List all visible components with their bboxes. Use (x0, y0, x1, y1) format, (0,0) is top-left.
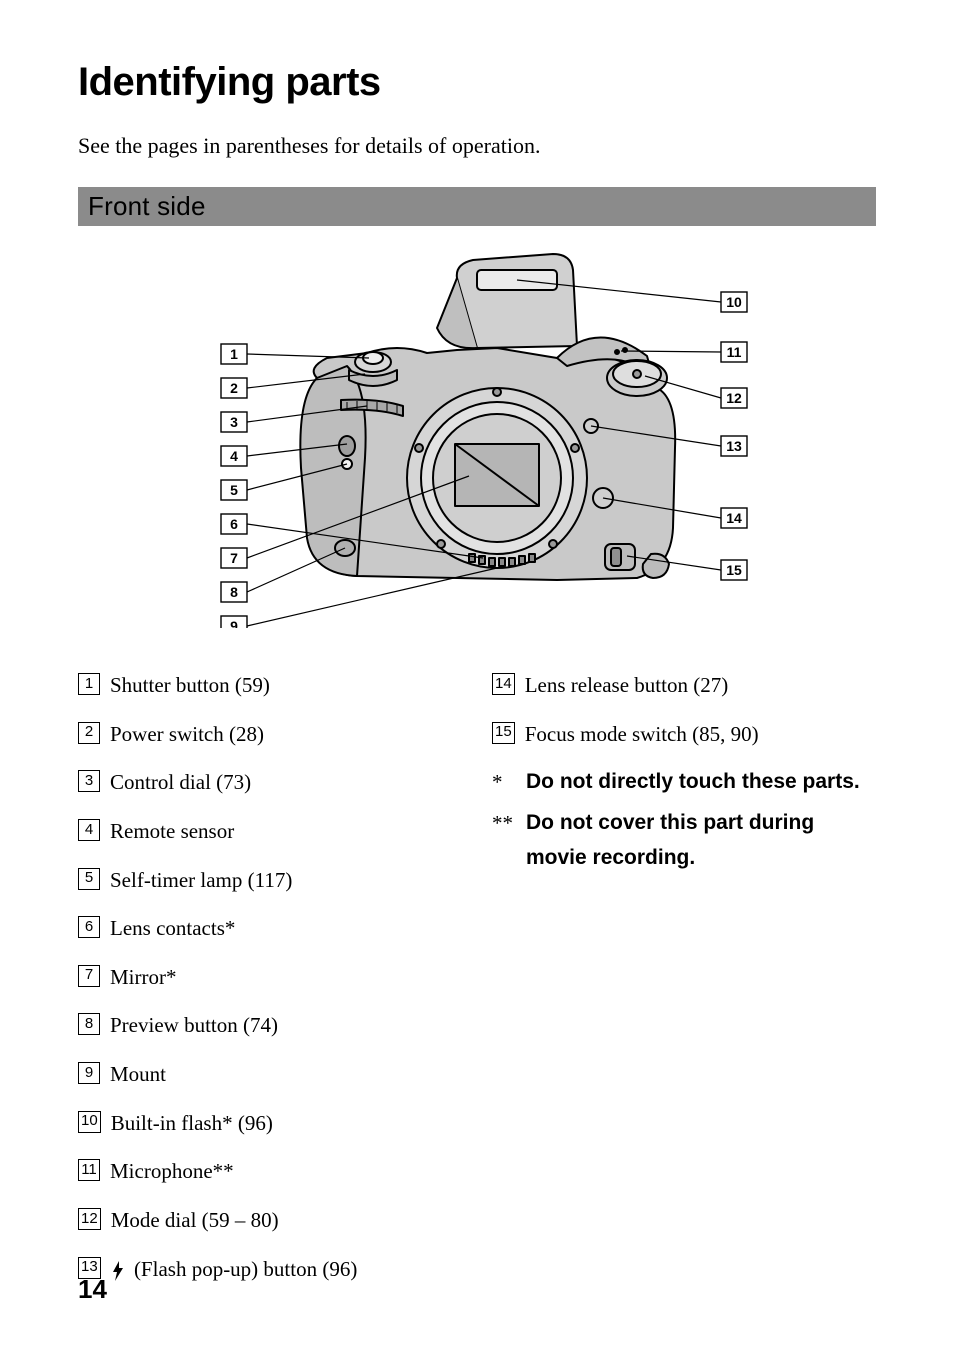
parts-list-left: 1 Shutter button (59) 2 Power switch (28) 3C… (78, 668, 462, 1300)
footnote-marker: * (492, 765, 526, 800)
index-box: 7 (78, 965, 100, 987)
svg-text:2: 2 (230, 380, 238, 396)
svg-text:12: 12 (726, 390, 742, 406)
page: Identifying parts See the pages in paren… (0, 0, 954, 1345)
svg-text:10: 10 (726, 294, 742, 310)
svg-text:15: 15 (726, 562, 742, 578)
parts-list-item: 9 Mount (78, 1057, 462, 1092)
footnote: **Do not cover this part during movie re… (492, 806, 876, 875)
parts-list-item: 11 Microphone** (78, 1154, 462, 1189)
svg-text:14: 14 (726, 510, 742, 526)
parts-list-label: Focus mode switch (85, 90) (525, 717, 759, 752)
index-box: 1 (78, 673, 100, 695)
parts-list-label: Built-in flash* (96) (111, 1106, 273, 1141)
camera-diagram: 123456789101112131415 (197, 248, 757, 628)
parts-list-item: 5 Self-timer lamp (117) (78, 863, 462, 898)
parts-list-label: Mirror* (110, 960, 177, 995)
svg-text:11: 11 (727, 344, 742, 360)
parts-list-label: Microphone** (110, 1154, 234, 1189)
footnote-text: Do not directly touch these parts. (526, 765, 860, 800)
svg-text:8: 8 (230, 584, 238, 600)
parts-list-item: 14 Lens release button (27) (492, 668, 876, 703)
flash-icon (111, 1261, 125, 1281)
page-title: Identifying parts (78, 60, 876, 105)
parts-list-item: 2 Power switch (28) (78, 717, 462, 752)
parts-columns: 1 Shutter button (59) 2 Power switch (28) 3C… (78, 668, 876, 1300)
index-box: 11 (78, 1159, 100, 1181)
parts-list-label: (Flash pop-up) button (96) (111, 1252, 358, 1287)
svg-text:3: 3 (230, 414, 238, 430)
index-box: 3 (78, 770, 100, 792)
index-box: 10 (78, 1111, 101, 1133)
diagram-container: 123456789101112131415 (78, 248, 876, 628)
parts-list-label: Lens release button (27) (525, 668, 729, 703)
parts-list-item: 6 Lens contacts* (78, 911, 462, 946)
page-number: 14 (78, 1274, 107, 1305)
index-box: 15 (492, 722, 515, 744)
index-box: 12 (78, 1208, 101, 1230)
svg-text:4: 4 (230, 448, 238, 464)
parts-list-label: Lens contacts* (110, 911, 235, 946)
index-box: 9 (78, 1062, 100, 1084)
parts-list-item: 4 Remote sensor (78, 814, 462, 849)
svg-text:1: 1 (230, 346, 238, 362)
parts-list-item: 15 Focus mode switch (85, 90) (492, 717, 876, 752)
parts-list-item: 12 Mode dial (59 – 80) (78, 1203, 462, 1238)
footnote-text: Do not cover this part during movie reco… (526, 806, 876, 875)
parts-list-label: Mode dial (59 – 80) (111, 1203, 279, 1238)
parts-list-label: Power switch (28) (110, 717, 264, 752)
parts-list-label: Shutter button (59) (110, 668, 270, 703)
svg-text:5: 5 (230, 482, 238, 498)
svg-text:6: 6 (230, 516, 238, 532)
footnote: *Do not directly touch these parts. (492, 765, 876, 800)
svg-text:7: 7 (230, 550, 238, 566)
intro-text: See the pages in parentheses for details… (78, 133, 876, 159)
svg-text:9: 9 (230, 618, 238, 628)
parts-list-item: 10 Built-in flash* (96) (78, 1106, 462, 1141)
index-box: 4 (78, 819, 100, 841)
parts-list-item: 8 Preview button (74) (78, 1008, 462, 1043)
parts-list-label: Control dial (73) (110, 765, 251, 800)
parts-list-item: 13 (Flash pop-up) button (96) (78, 1252, 462, 1287)
index-box: 5 (78, 868, 100, 890)
index-box: 8 (78, 1013, 100, 1035)
parts-list-right: 14 Lens release button (27) 15 Focus mode s… (492, 668, 876, 1300)
index-box: 2 (78, 722, 100, 744)
parts-list-label: Preview button (74) (110, 1008, 278, 1043)
parts-list-label: Self-timer lamp (117) (110, 863, 292, 898)
parts-list-item: 1 Shutter button (59) (78, 668, 462, 703)
section-heading: Front side (78, 187, 876, 226)
parts-list-item: 7 Mirror* (78, 960, 462, 995)
footnote-marker: ** (492, 806, 526, 841)
index-box: 14 (492, 673, 515, 695)
parts-list-item: 3 Control dial (73) (78, 765, 462, 800)
svg-text:13: 13 (726, 438, 742, 454)
parts-list-label: Remote sensor (110, 814, 234, 849)
parts-list-label: Mount (110, 1057, 166, 1092)
index-box: 6 (78, 916, 100, 938)
